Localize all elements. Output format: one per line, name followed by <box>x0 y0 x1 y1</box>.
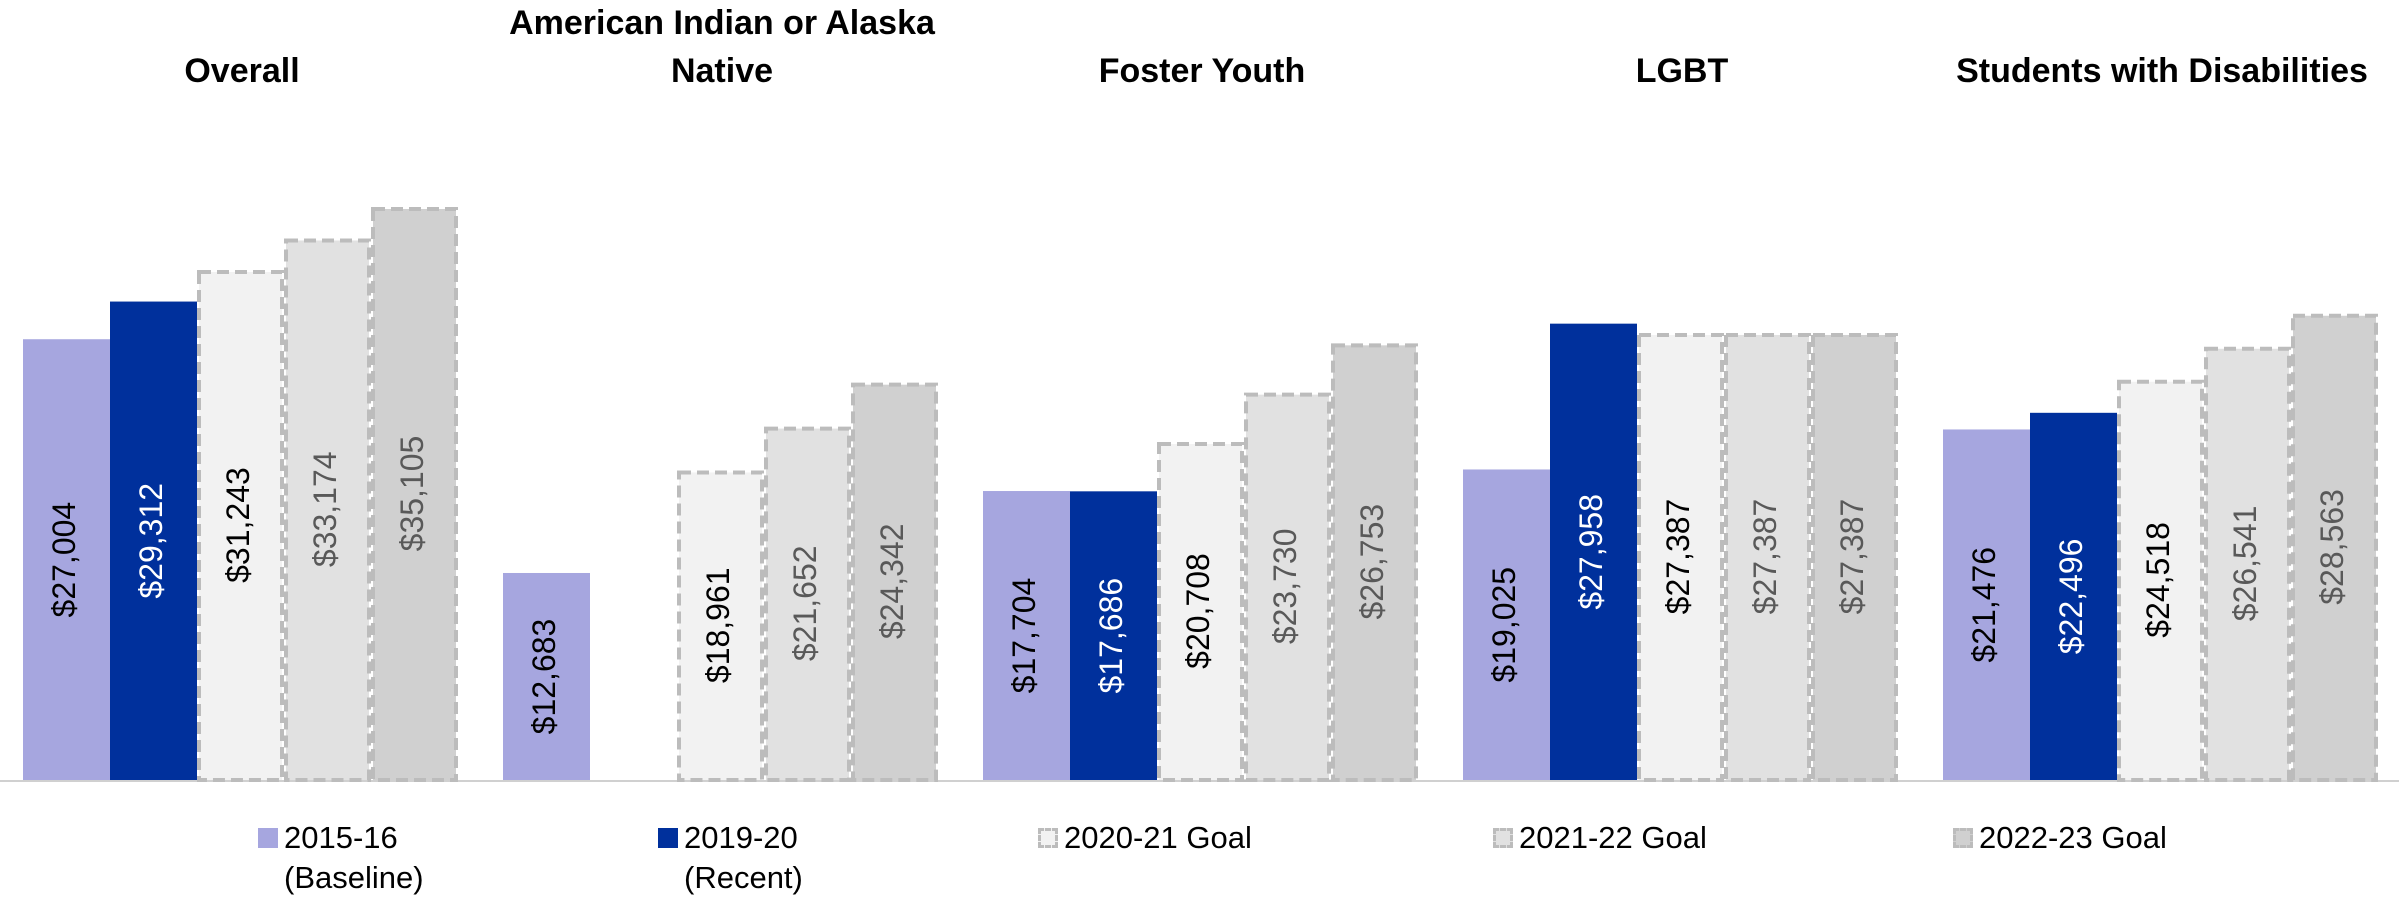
bar <box>1244 392 1331 782</box>
legend-entry: 2015-16 (Baseline) <box>258 818 498 898</box>
bar <box>23 339 110 780</box>
legend-entry: 2019-20 (Recent) <box>658 818 898 898</box>
bar <box>764 426 851 782</box>
legend-label: 2020-21 Goal <box>1064 820 1252 855</box>
bar <box>110 301 197 780</box>
data-label: $29,312 <box>133 483 169 599</box>
group-title: LGBT <box>1635 52 1729 90</box>
bar <box>197 270 284 782</box>
legend-swatch <box>258 828 278 848</box>
legend-swatch <box>1493 828 1513 848</box>
data-label: $27,387 <box>1660 499 1696 615</box>
legend-entry: 2020-21 Goal <box>1038 818 1278 858</box>
data-label: $33,174 <box>307 451 343 567</box>
legend-swatch <box>1038 828 1058 848</box>
bar <box>2204 346 2291 782</box>
group-title: American Indian or Alaska Native <box>509 4 935 90</box>
data-label: $35,105 <box>394 436 430 552</box>
group-title: Students with Disabilities <box>1956 52 2368 90</box>
bar <box>1550 323 1637 780</box>
bar <box>851 382 938 782</box>
group-title: Foster Youth <box>1098 52 1306 90</box>
legend-label: 2022-23 Goal <box>1979 820 2167 855</box>
data-label: $27,004 <box>46 502 82 618</box>
legend-entry: 2021-22 Goal <box>1493 818 1733 858</box>
legend-label: 2021-22 Goal <box>1519 820 1707 855</box>
data-label: $28,563 <box>2314 489 2350 605</box>
bar <box>677 470 764 782</box>
data-label: $18,961 <box>700 567 736 683</box>
data-label: $21,652 <box>787 545 823 661</box>
data-label: $23,730 <box>1267 528 1303 644</box>
data-label: $21,476 <box>1966 547 2002 663</box>
data-label: $26,753 <box>1354 504 1390 620</box>
bar <box>2030 412 2117 780</box>
data-label: $19,025 <box>1486 567 1522 683</box>
bar <box>284 238 371 782</box>
data-label: $17,686 <box>1093 578 1129 694</box>
data-label: $22,496 <box>2053 539 2089 655</box>
bar <box>1157 441 1244 782</box>
data-label: $27,387 <box>1747 499 1783 615</box>
bar <box>1811 332 1898 782</box>
data-label: $27,958 <box>1573 494 1609 610</box>
group-title: Overall <box>184 52 300 90</box>
bar <box>503 572 590 780</box>
bar <box>1070 491 1157 780</box>
data-label: $26,541 <box>2227 506 2263 622</box>
legend-swatch <box>1953 828 1973 848</box>
legend-label: 2015-16 (Baseline) <box>284 820 424 895</box>
bar <box>983 491 1070 780</box>
bar <box>2117 379 2204 782</box>
data-label: $24,342 <box>874 524 910 640</box>
bar <box>371 207 458 782</box>
bar <box>1331 343 1418 782</box>
bar <box>1724 332 1811 782</box>
data-label: $20,708 <box>1180 553 1216 669</box>
data-label: $17,704 <box>1006 578 1042 694</box>
data-label: $24,518 <box>2140 522 2176 638</box>
bar <box>1463 469 1550 780</box>
legend-label: 2019-20 (Recent) <box>684 820 803 895</box>
legend-entry: 2022-23 Goal <box>1953 818 2193 858</box>
legend-swatch <box>658 828 678 848</box>
bar <box>2291 313 2378 782</box>
data-label: $12,683 <box>526 619 562 735</box>
bar <box>1943 429 2030 780</box>
data-label: $27,387 <box>1834 499 1870 615</box>
bar <box>1637 332 1724 782</box>
data-label: $31,243 <box>220 467 256 583</box>
